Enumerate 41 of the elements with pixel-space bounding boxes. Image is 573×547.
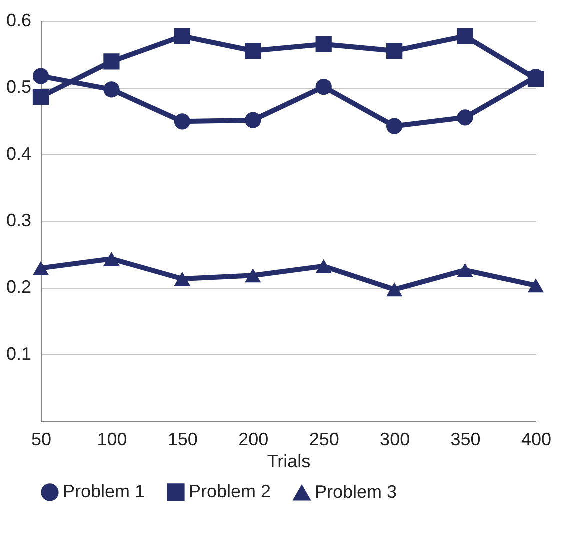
y-tick-label: 0.1 (6, 344, 32, 364)
point (528, 70, 544, 88)
legend-label: Problem 3 (315, 482, 398, 502)
legend-label: Problem 1 (63, 481, 146, 502)
x-tick-label: 50 (31, 430, 52, 450)
x-tick-label: 400 (521, 430, 552, 450)
point (245, 42, 262, 60)
point (316, 78, 332, 96)
y-tick-label: 0.4 (6, 144, 32, 164)
y-tick-label: 0.2 (6, 277, 32, 298)
point (528, 278, 544, 293)
x-tick-label: 200 (238, 430, 269, 450)
point (32, 88, 50, 106)
x-tick-label: 350 (450, 430, 481, 450)
point (316, 259, 332, 274)
point (457, 110, 474, 126)
point (245, 112, 262, 128)
point (386, 42, 403, 60)
x-tick-label: 150 (168, 430, 198, 450)
point (386, 282, 403, 297)
point (32, 68, 50, 84)
point (245, 268, 262, 283)
y-tick-label: 0.5 (6, 77, 32, 98)
point (104, 54, 120, 70)
x-tick-label: 300 (380, 430, 410, 450)
y-tick-label: 0.6 (6, 10, 32, 30)
point (457, 263, 474, 278)
point (174, 28, 190, 44)
point (316, 36, 332, 52)
x-tick-label: 100 (97, 430, 128, 450)
legend-label: Problem 2 (189, 481, 272, 502)
point (32, 261, 50, 276)
point (104, 82, 120, 98)
x-tick-label: 250 (309, 430, 340, 450)
point (104, 252, 120, 266)
x-axis-title: Trials (267, 452, 311, 472)
y-tick-label: 0.3 (6, 210, 32, 230)
point (386, 118, 403, 134)
point (174, 272, 190, 286)
point (457, 28, 474, 44)
point (174, 114, 190, 130)
